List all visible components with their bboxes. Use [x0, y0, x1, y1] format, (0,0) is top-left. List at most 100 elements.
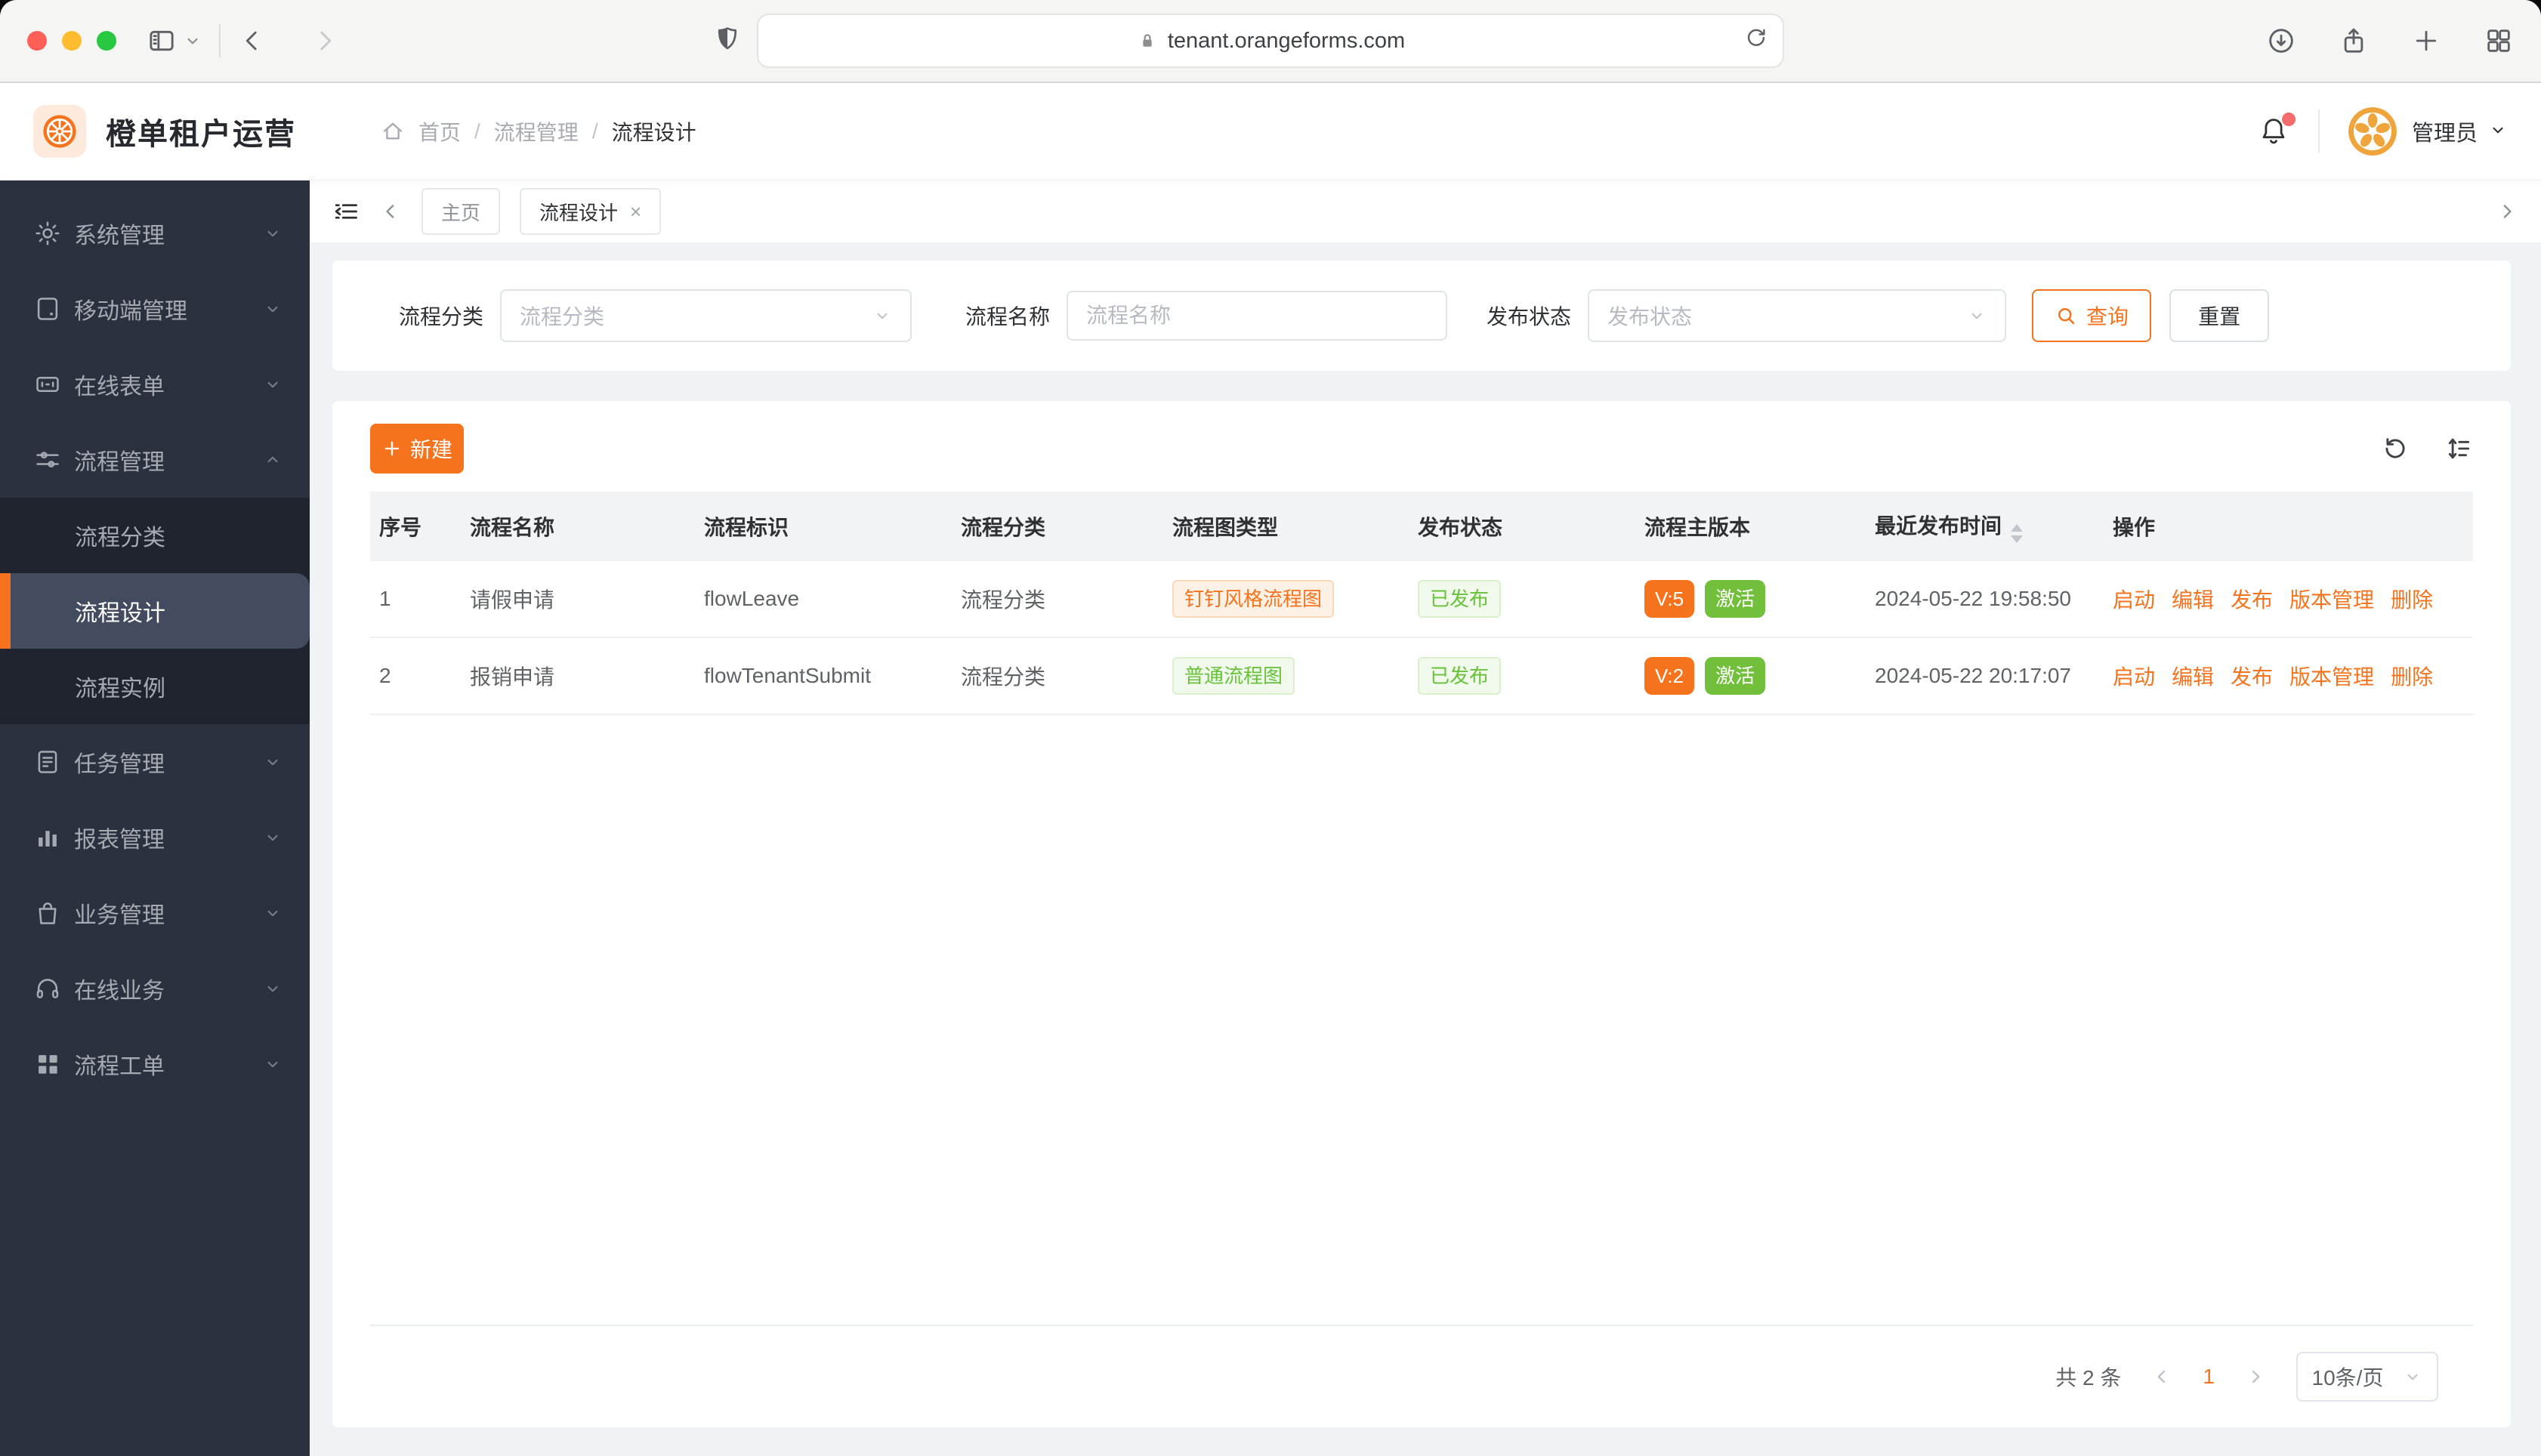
delete-link[interactable]: 删除 — [2391, 665, 2434, 689]
tab-flow-design[interactable]: 流程设计 × — [520, 188, 662, 235]
column-settings-icon[interactable] — [2444, 434, 2473, 463]
chevron-down-icon — [267, 986, 278, 992]
col-index: 序号 — [370, 492, 461, 561]
minimize-window-button[interactable] — [62, 31, 82, 51]
close-window-button[interactable] — [27, 31, 47, 51]
col-published-time[interactable]: 最近发布时间 — [1866, 492, 2104, 561]
sidebar-item-flow-category[interactable]: 流程分类 — [75, 526, 165, 551]
breadcrumb-flow-mgmt[interactable]: 流程管理 — [493, 121, 579, 144]
chevron-down-icon — [267, 759, 278, 766]
chevron-down-icon — [267, 910, 278, 917]
address-bar[interactable]: tenant.orangeforms.com — [757, 14, 1784, 68]
start-link[interactable]: 启动 — [2113, 665, 2156, 689]
col-diagram-type: 流程图类型 — [1163, 492, 1409, 561]
chevron-down-icon — [267, 230, 278, 237]
chevron-down-icon — [877, 313, 888, 319]
start-link[interactable]: 启动 — [2113, 588, 2156, 612]
table-row: 1 请假申请 flowLeave 流程分类 钉钉风格流程图 已发布 V:5 激活 … — [370, 561, 2473, 638]
new-tab-icon[interactable] — [2411, 26, 2441, 56]
filter-name-input[interactable] — [1067, 291, 1448, 341]
sidebar-item-flow-instance[interactable]: 流程实例 — [75, 677, 165, 702]
reset-button[interactable]: 重置 — [2169, 289, 2270, 342]
filter-category-label: 流程分类 — [399, 305, 484, 329]
tabs-scroll-left-icon[interactable] — [379, 200, 402, 223]
headphones-icon — [36, 979, 59, 998]
refresh-icon[interactable] — [2381, 434, 2410, 463]
filter-status-label: 发布状态 — [1487, 305, 1572, 329]
breadcrumb-current: 流程设计 — [611, 121, 696, 144]
edit-link[interactable]: 编辑 — [2172, 588, 2215, 612]
sidebar-dropdown-icon[interactable] — [183, 31, 202, 51]
user-avatar[interactable] — [2348, 107, 2397, 156]
chevron-down-icon — [2407, 1374, 2418, 1380]
tab-home[interactable]: 主页 — [421, 188, 501, 235]
sidebar-item-online-forms[interactable]: 在线表单 — [0, 347, 310, 422]
version-mgmt-link[interactable]: 版本管理 — [2289, 588, 2375, 612]
mobile-icon — [37, 298, 58, 320]
chevron-down-icon — [1971, 313, 1982, 319]
user-menu-chevron-icon[interactable] — [2488, 120, 2508, 143]
tabs-scroll-right-icon[interactable] — [2496, 200, 2518, 223]
edit-link[interactable]: 编辑 — [2172, 665, 2215, 689]
sort-icons[interactable] — [2011, 524, 2024, 543]
new-button[interactable]: 新建 — [370, 424, 464, 474]
active-badge: 激活 — [1705, 580, 1766, 618]
notifications-button[interactable] — [2258, 113, 2296, 147]
search-icon — [2058, 308, 2075, 325]
sidebar-item-mobile-mgmt[interactable]: 移动端管理 — [0, 271, 310, 347]
page-size-select[interactable]: 10条/页 — [2296, 1352, 2438, 1402]
publish-status-tag: 已发布 — [1418, 657, 1502, 695]
sidebar-item-flow-design[interactable]: 流程设计 — [0, 573, 310, 649]
close-tab-icon[interactable]: × — [630, 200, 642, 223]
toolbar-divider — [219, 24, 221, 57]
grid-icon — [39, 1055, 57, 1074]
sidebar-item-flow-mgmt[interactable]: 流程管理 — [0, 422, 310, 498]
breadcrumb-home[interactable]: 首页 — [418, 121, 462, 144]
menu-fold-icon[interactable] — [332, 198, 360, 225]
filter-status-select[interactable]: 发布状态 — [1588, 289, 2007, 342]
breadcrumb: 首页 / 流程管理 / 流程设计 — [381, 116, 696, 147]
zoom-window-button[interactable] — [97, 31, 116, 51]
active-badge: 激活 — [1705, 657, 1766, 695]
back-button[interactable] — [237, 26, 267, 56]
col-key: 流程标识 — [695, 492, 952, 561]
version-mgmt-link[interactable]: 版本管理 — [2289, 665, 2375, 689]
chevron-down-icon — [267, 381, 278, 388]
forward-button[interactable] — [310, 26, 340, 56]
col-publish-status: 发布状态 — [1409, 492, 1635, 561]
sliders-icon — [36, 452, 59, 467]
sidebar-item-task-mgmt[interactable]: 任务管理 — [0, 724, 310, 800]
share-icon[interactable] — [2339, 26, 2369, 56]
filter-category-select[interactable]: 流程分类 — [500, 289, 912, 342]
gear-icon — [36, 221, 60, 245]
query-button[interactable]: 查询 — [2032, 289, 2152, 342]
sidebar: 系统管理 移动端管理 在线表单 流程管理 流程分类 — [0, 180, 310, 1456]
sidebar-item-report-mgmt[interactable]: 报表管理 — [0, 800, 310, 875]
prev-page-icon[interactable] — [2151, 1366, 2172, 1387]
col-main-version: 流程主版本 — [1635, 492, 1866, 561]
app-header: 橙单租户运营 首页 / 流程管理 / 流程设计 — [0, 83, 2541, 180]
publish-link[interactable]: 发布 — [2231, 665, 2274, 689]
current-page[interactable]: 1 — [2203, 1365, 2215, 1388]
downloads-icon[interactable] — [2266, 26, 2296, 56]
reload-icon[interactable] — [1743, 25, 1769, 57]
delete-link[interactable]: 删除 — [2391, 588, 2434, 612]
bar-chart-icon — [39, 831, 57, 847]
pagination-total: 共 2 条 — [2055, 1366, 2122, 1390]
tab-overview-icon[interactable] — [2484, 26, 2514, 56]
sidebar-toggle-icon[interactable] — [147, 26, 177, 56]
sidebar-item-online-business[interactable]: 在线业务 — [0, 951, 310, 1026]
app-logo — [33, 105, 86, 158]
next-page-icon[interactable] — [2245, 1366, 2266, 1387]
user-name[interactable]: 管理员 — [2411, 122, 2478, 146]
sidebar-item-system-mgmt[interactable]: 系统管理 — [0, 196, 310, 271]
privacy-shield-icon[interactable] — [713, 25, 742, 57]
shopping-bag-icon — [39, 902, 57, 924]
publish-link[interactable]: 发布 — [2231, 588, 2274, 612]
sidebar-item-business-mgmt[interactable]: 业务管理 — [0, 875, 310, 951]
col-category: 流程分类 — [952, 492, 1163, 561]
diagram-type-tag: 钉钉风格流程图 — [1172, 580, 1335, 618]
sidebar-item-flow-ticket[interactable]: 流程工单 — [0, 1026, 310, 1102]
flow-table: 序号 流程名称 流程标识 流程分类 流程图类型 发布状态 流程主版本 最近发布时… — [370, 492, 2473, 715]
